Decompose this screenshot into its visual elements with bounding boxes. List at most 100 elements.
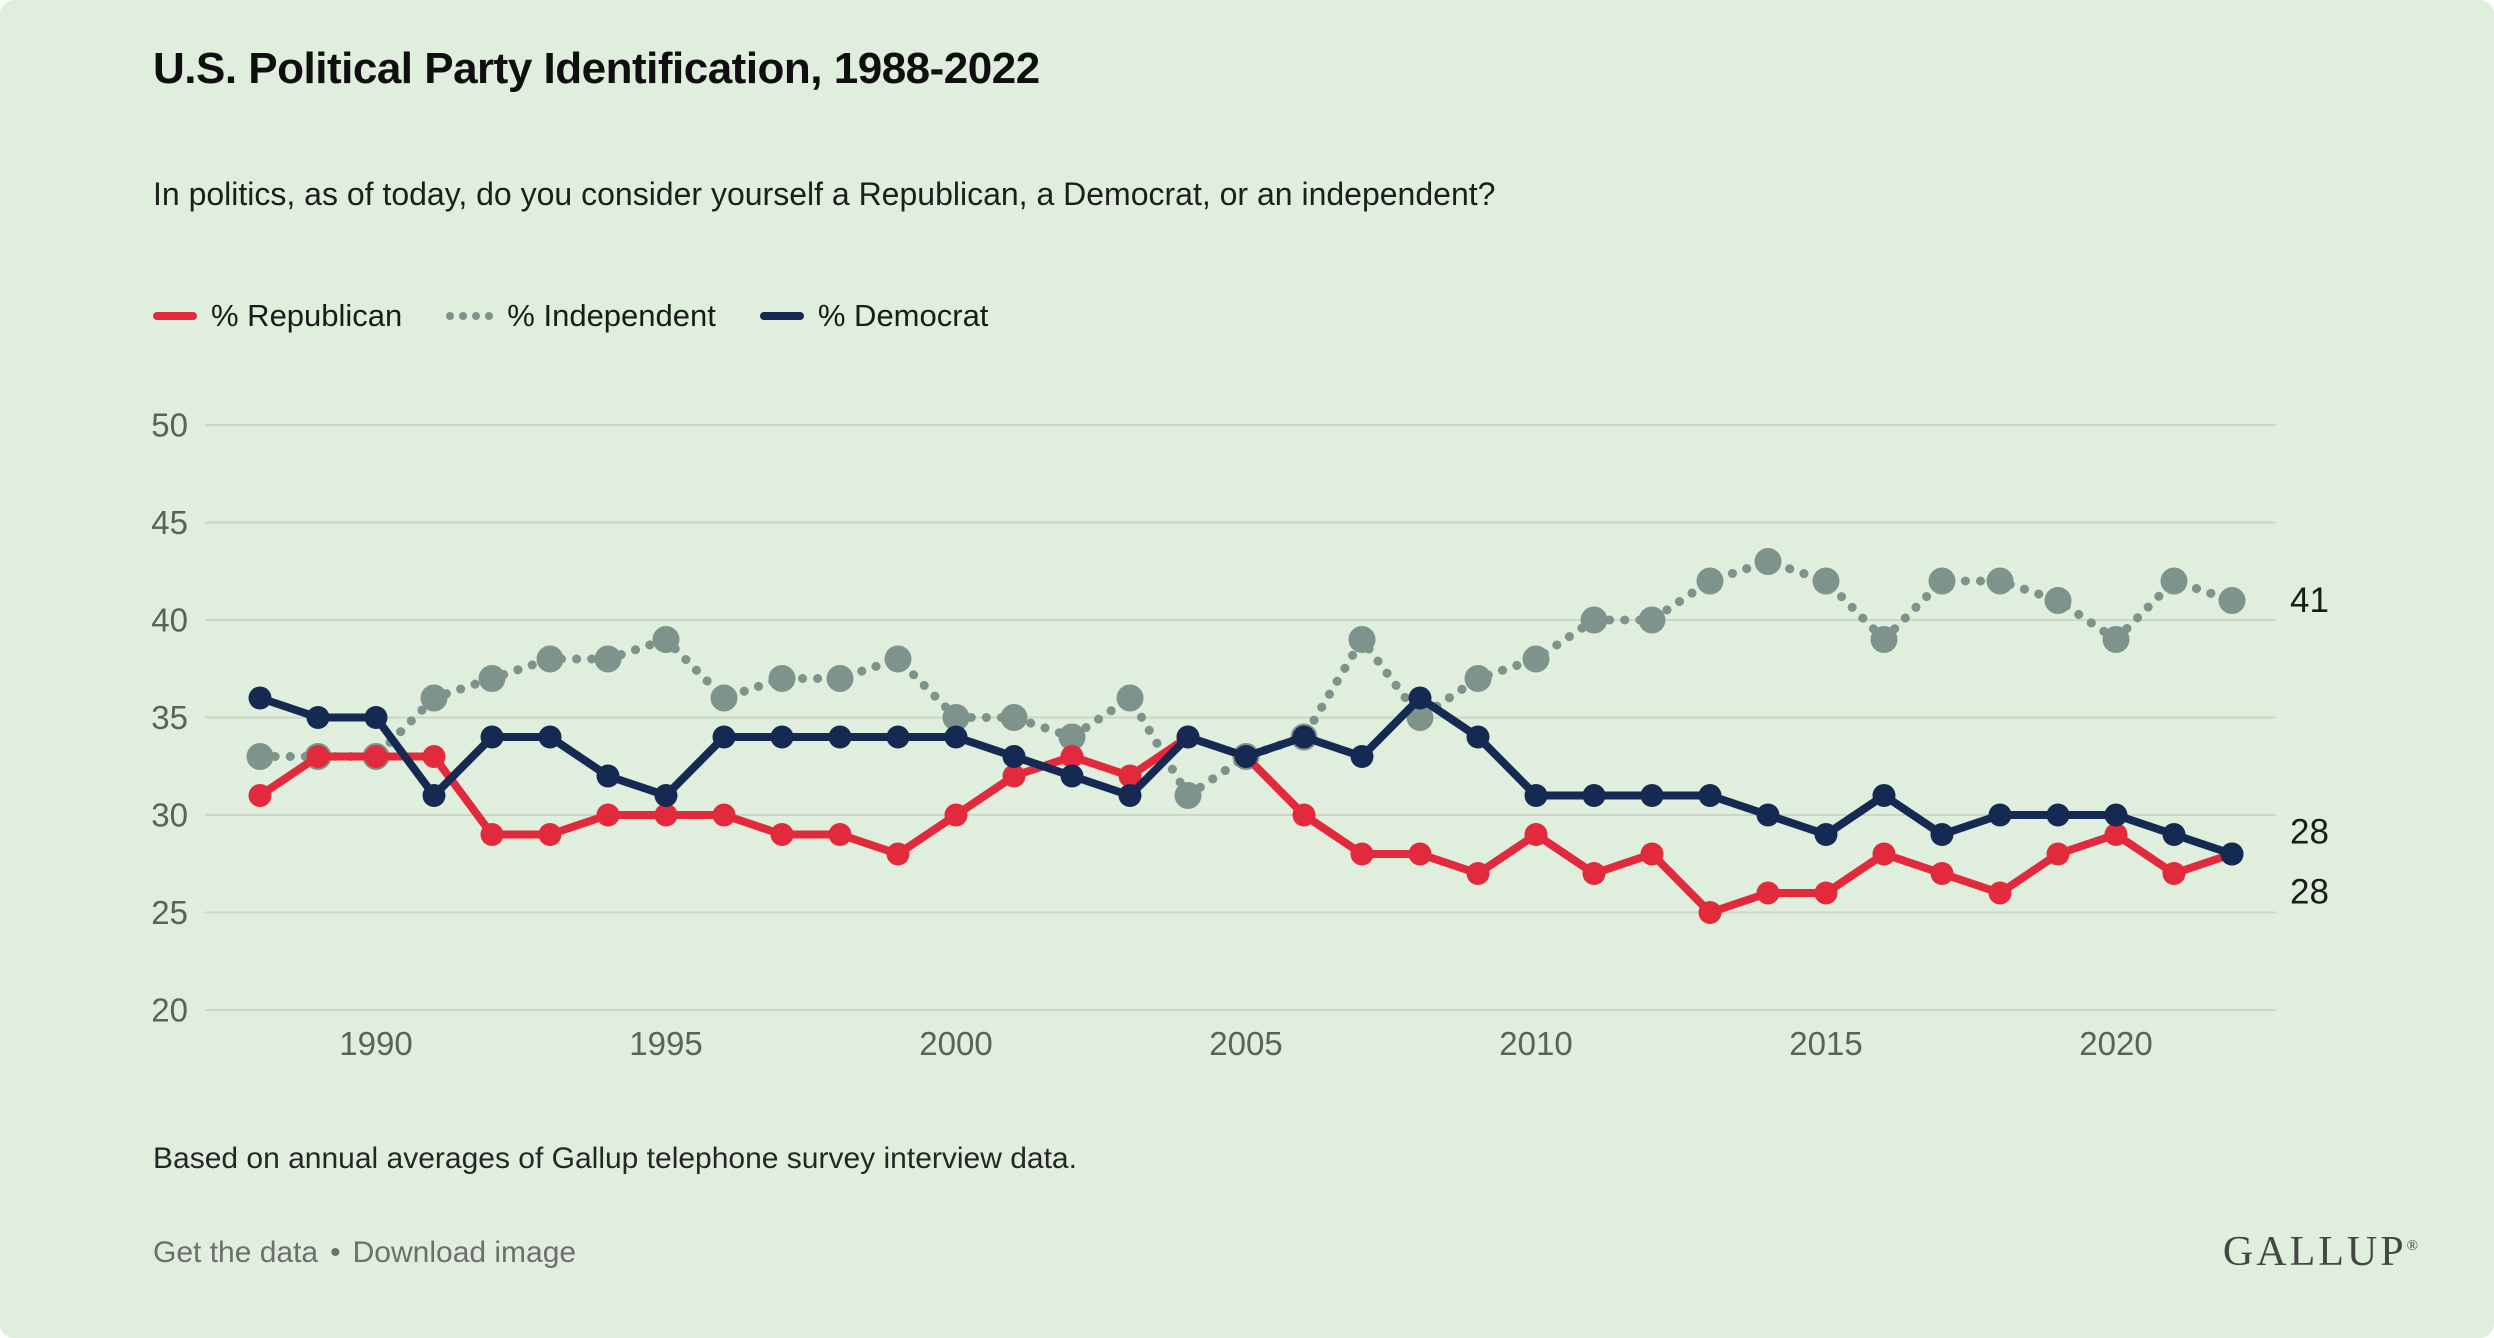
republican-point (2046, 842, 2070, 866)
independent-point (536, 645, 564, 673)
x-tick-label: 2010 (1499, 1025, 1572, 1062)
chart-legend: % Republican % Independent % Democrat (153, 298, 988, 334)
democrat-point (364, 706, 388, 729)
democrat-point (596, 764, 620, 788)
legend-item-independent: % Independent (446, 298, 716, 334)
democrat-point (2104, 803, 2128, 827)
democrat-point (2162, 823, 2186, 846)
democrat-point (886, 725, 910, 749)
republican-point (1872, 842, 1896, 866)
democrat-point (1060, 764, 1084, 788)
republican-point (1814, 881, 1838, 905)
democrat-point (828, 725, 852, 749)
republican-point (1640, 842, 1664, 866)
republican-end-label: 28 (2290, 873, 2329, 912)
democrat-point (1698, 784, 1722, 807)
independent-end-label: 41 (2290, 581, 2329, 620)
democrat-point (480, 725, 504, 749)
republican-point (2104, 823, 2128, 846)
x-tick-label: 1995 (629, 1025, 702, 1062)
independent-point (1696, 567, 1724, 595)
independent-point (362, 743, 390, 770)
legend-label-independent: % Independent (507, 298, 716, 333)
chart-subtitle: In politics, as of today, do you conside… (153, 176, 1496, 212)
get-the-data-link[interactable]: Get the data (153, 1236, 319, 1269)
democrat-point (2220, 842, 2244, 866)
democrat-point (1524, 784, 1548, 807)
x-tick-label: 2000 (919, 1025, 992, 1062)
republican-point (1118, 764, 1142, 788)
x-tick-label: 2005 (1209, 1025, 1282, 1062)
republican-point (828, 823, 852, 846)
democrat-point (1466, 725, 1490, 749)
independent-point (246, 743, 274, 770)
republican-point (1002, 764, 1026, 788)
footer-links: Get the data • Download image (153, 1236, 576, 1270)
republican-point (1466, 862, 1490, 885)
democrat-point (712, 725, 736, 749)
gridlines (205, 424, 2276, 1011)
independent-point (1058, 723, 1086, 751)
y-tick-label: 35 (151, 699, 188, 736)
independent-point (1638, 606, 1666, 634)
chart-footnote: Based on annual averages of Gallup telep… (153, 1142, 1077, 1175)
republican-series (248, 725, 2244, 924)
legend-item-republican: % Republican (153, 298, 402, 334)
independent-point (768, 665, 796, 692)
republican-point (364, 745, 388, 768)
independent-point (1406, 704, 1434, 731)
republican-point (770, 823, 794, 846)
independent-point (2160, 567, 2188, 595)
republican-point (1234, 745, 1258, 768)
independent-point (1174, 782, 1202, 809)
end-value-labels: 41 28 28 (2290, 581, 2329, 912)
y-tick-label: 50 (151, 407, 188, 444)
republican-point (1756, 881, 1780, 905)
independent-point (1754, 548, 1782, 575)
registered-mark: ® (2406, 1238, 2418, 1254)
y-tick-label: 25 (151, 894, 188, 931)
democrat-point (1756, 803, 1780, 827)
democrat-point (1872, 784, 1896, 807)
republican-point (944, 803, 968, 827)
democrat-point (1988, 803, 2012, 827)
independent-point (1232, 743, 1260, 770)
democrat-point (1350, 745, 1374, 768)
republican-point (248, 784, 272, 807)
independent-point (2218, 587, 2246, 614)
republican-point (1408, 842, 1432, 866)
x-axis-labels: 1990 1995 2000 2005 2010 2015 2020 (339, 1025, 2152, 1062)
independent-point (1580, 606, 1608, 634)
independent-line-swatch (446, 312, 494, 320)
democrat-point (944, 725, 968, 749)
independent-point (884, 645, 912, 673)
y-tick-label: 30 (151, 797, 188, 834)
democrat-point (248, 686, 272, 710)
legend-item-democrat: % Democrat (759, 298, 988, 334)
y-tick-label: 40 (151, 602, 188, 639)
republican-point (1698, 901, 1722, 924)
x-tick-label: 2015 (1789, 1025, 1862, 1062)
republican-point (538, 823, 562, 846)
independent-point (826, 665, 854, 692)
democrat-point (1234, 745, 1258, 768)
independent-point (1870, 626, 1898, 653)
y-tick-label: 45 (151, 504, 188, 541)
democrat-series (248, 686, 2244, 866)
republican-point (654, 803, 678, 827)
gallup-logo: GALLUP® (2222, 1229, 2418, 1275)
republican-line-swatch (153, 312, 197, 320)
independent-point (710, 684, 738, 712)
download-image-link[interactable]: Download image (352, 1236, 577, 1269)
democrat-point (422, 784, 446, 807)
independent-point (652, 626, 680, 653)
republican-point (1524, 823, 1548, 846)
independent-point (1116, 684, 1144, 712)
independent-point (1812, 567, 1840, 595)
republican-point (712, 803, 736, 827)
independent-series (246, 548, 2246, 809)
independent-point (2044, 587, 2072, 614)
independent-point (1290, 723, 1318, 751)
republican-point (2162, 862, 2186, 885)
republican-point (596, 803, 620, 827)
